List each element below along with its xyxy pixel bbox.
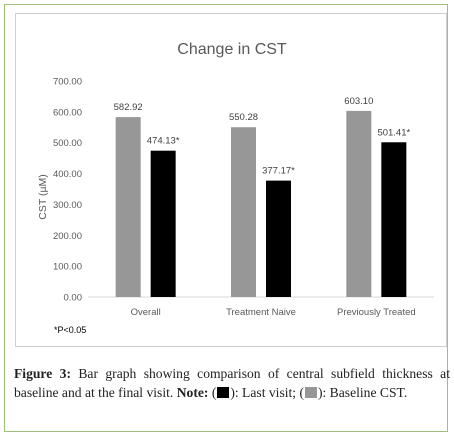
caption-label: Figure 3: [14, 366, 71, 381]
caption-text: Bar graph showing comparison of central … [14, 366, 450, 400]
last-visit-bar [266, 180, 291, 297]
baseline-bar [346, 110, 372, 297]
baseline-swatch [304, 387, 317, 398]
y-tick-label: 500.00 [53, 138, 82, 149]
baseline-value-label: 582.92 [114, 102, 143, 113]
bar-chart: Change in CST CST (µM) 0.00 100.00 200.00 3… [37, 41, 434, 335]
caption-note-label: Note: [176, 385, 209, 400]
bars [115, 110, 407, 298]
y-tick-label: 600.00 [53, 107, 82, 118]
y-tick-label: 0.00 [64, 293, 83, 304]
last-visit-bar [381, 142, 407, 297]
y-tick-label: 200.00 [53, 231, 82, 242]
caption-baseline: ): Baseline CST. [317, 385, 408, 400]
chart-area: Change in CST CST (µM) 0.00 100.00 200.00 3… [15, 13, 447, 347]
category-labels: Overall Treatment Naive Previously Treated [131, 307, 416, 318]
figure-frame: Change in CST CST (µM) 0.00 100.00 200.00 3… [4, 4, 450, 432]
significance-note: *P<0.05 [54, 325, 86, 335]
category-label: Overall [131, 307, 161, 318]
y-axis-label: CST (µM) [37, 174, 49, 220]
y-tick-label: 100.00 [53, 262, 82, 273]
last-visit-bar [150, 150, 176, 297]
caption-last-visit: ): Last visit; ( [230, 385, 304, 400]
data-labels: 582.92 474.13* 550.28 377.17* 603.10 501.41* [114, 96, 411, 177]
last-visit-value-label: 377.17* [262, 166, 295, 177]
caption-legend-open: ( [211, 385, 217, 400]
baseline-bar [231, 127, 256, 298]
figure-caption: Figure 3: Bar graph showing comparison o… [14, 364, 450, 402]
category-label: Treatment Naive [226, 307, 296, 318]
y-tick-label: 400.00 [53, 169, 82, 180]
last-visit-value-label: 474.13* [147, 136, 180, 147]
last-visit-value-label: 501.41* [377, 127, 410, 138]
chart-title: Change in CST [177, 41, 287, 58]
y-tick-labels: 0.00 100.00 200.00 300.00 400.00 500.00 600.00… [53, 77, 82, 304]
y-tick-label: 300.00 [53, 200, 82, 211]
y-tick-label: 700.00 [53, 77, 82, 88]
category-label: Previously Treated [337, 307, 416, 318]
baseline-value-label: 603.10 [344, 96, 373, 107]
last-visit-swatch [217, 387, 230, 398]
baseline-bar [115, 117, 141, 298]
baseline-value-label: 550.28 [229, 112, 258, 123]
